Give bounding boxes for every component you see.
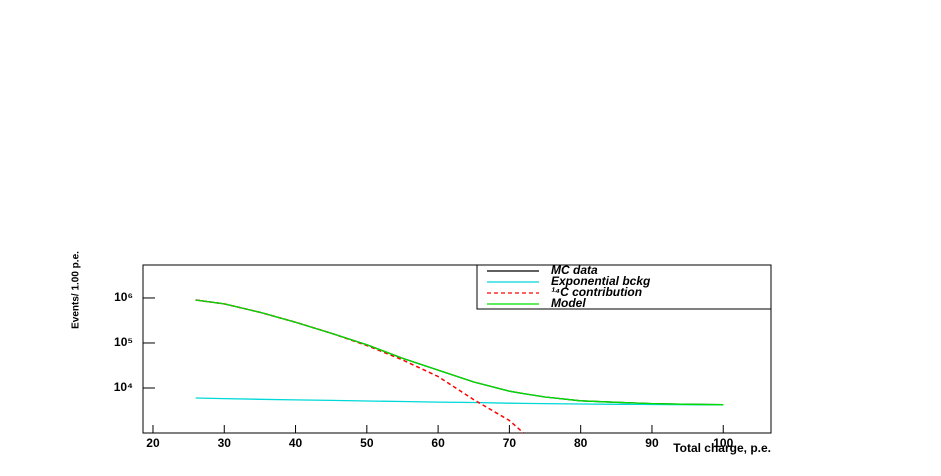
- legend-box: [476, 264, 772, 310]
- x-tick-label: 100: [713, 436, 733, 450]
- plot-area: [195, 299, 724, 433]
- series-line: [195, 397, 724, 406]
- legend-label: Model: [551, 296, 586, 310]
- x-tick-label: 30: [218, 436, 232, 450]
- x-tick-label: 80: [574, 436, 588, 450]
- x-tick-label: 40: [289, 436, 303, 450]
- x-tick-label: 90: [645, 436, 659, 450]
- series-line: [195, 299, 525, 433]
- y-axis-title: Events/ 1.00 p.e.: [71, 251, 82, 329]
- legend-label: Exponential bckg: [551, 274, 651, 288]
- x-tick-label: 60: [431, 436, 445, 450]
- legend-label: ¹⁴C contribution: [551, 285, 642, 299]
- x-tick-label: 20: [146, 436, 160, 450]
- y-tick-label: 10⁴: [114, 380, 133, 394]
- x-axis-title: Total charge, p.e.: [673, 441, 771, 455]
- x-tick-label: 50: [360, 436, 374, 450]
- legend-label: MC data: [551, 263, 598, 277]
- y-tick-label: 10⁵: [114, 335, 133, 349]
- y-tick-label: 10⁶: [114, 290, 133, 304]
- plot-frame: [142, 264, 772, 434]
- series-line: [195, 299, 724, 406]
- x-tick-label: 70: [503, 436, 517, 450]
